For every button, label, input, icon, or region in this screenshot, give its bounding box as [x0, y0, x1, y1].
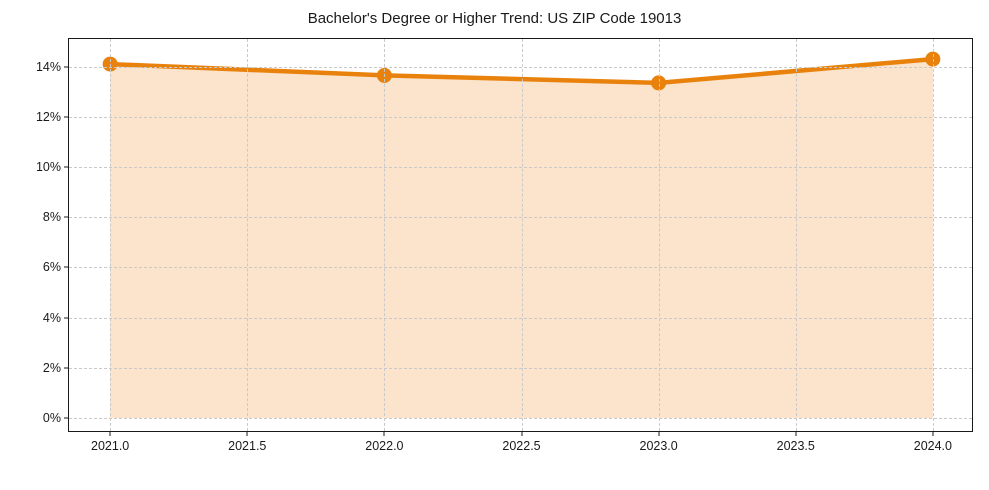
y-tick-mark — [64, 317, 69, 318]
chart-container: Bachelor's Degree or Higher Trend: US ZI… — [0, 0, 989, 490]
y-tick-mark — [64, 66, 69, 67]
gridline-horizontal — [69, 267, 972, 268]
y-tick-mark — [64, 417, 69, 418]
x-tick-mark — [658, 431, 659, 436]
x-tick-mark — [521, 431, 522, 436]
gridline-vertical — [110, 39, 111, 431]
gridline-vertical — [933, 39, 934, 431]
x-tick-mark — [932, 431, 933, 436]
x-tick-mark — [795, 431, 796, 436]
y-tick-label: 12% — [36, 110, 61, 124]
y-tick-label: 14% — [36, 60, 61, 74]
x-tick-label: 2021.0 — [91, 439, 129, 453]
y-tick-label: 10% — [36, 160, 61, 174]
gridline-horizontal — [69, 217, 972, 218]
x-tick-mark — [247, 431, 248, 436]
y-tick-mark — [64, 367, 69, 368]
gridline-horizontal — [69, 318, 972, 319]
y-tick-mark — [64, 166, 69, 167]
gridline-horizontal — [69, 368, 972, 369]
y-tick-label: 6% — [43, 260, 61, 274]
chart-title: Bachelor's Degree or Higher Trend: US ZI… — [0, 10, 989, 27]
gridline-horizontal — [69, 117, 972, 118]
gridline-vertical — [247, 39, 248, 431]
y-tick-mark — [64, 267, 69, 268]
gridline-vertical — [796, 39, 797, 431]
plot-area: 2021: 14.1%2022: 13.65%2023: 13.35%2024:… — [68, 38, 973, 432]
x-tick-label: 2024.0 — [914, 439, 952, 453]
y-tick-label: 0% — [43, 411, 61, 425]
y-tick-label: 8% — [43, 210, 61, 224]
x-tick-label: 2022.5 — [502, 439, 540, 453]
gridline-vertical — [384, 39, 385, 431]
gridline-horizontal — [69, 167, 972, 168]
y-tick-mark — [64, 217, 69, 218]
line-series-svg: 2021: 14.1%2022: 13.65%2023: 13.35%2024:… — [69, 39, 972, 431]
x-tick-label: 2023.0 — [639, 439, 677, 453]
gridline-horizontal — [69, 418, 972, 419]
x-tick-label: 2021.5 — [228, 439, 266, 453]
y-tick-label: 4% — [43, 311, 61, 325]
gridline-horizontal — [69, 67, 972, 68]
gridline-vertical — [522, 39, 523, 431]
gridline-vertical — [659, 39, 660, 431]
x-tick-mark — [110, 431, 111, 436]
y-tick-label: 2% — [43, 361, 61, 375]
x-tick-label: 2023.5 — [777, 439, 815, 453]
x-tick-label: 2022.0 — [365, 439, 403, 453]
x-tick-mark — [384, 431, 385, 436]
y-tick-mark — [64, 116, 69, 117]
